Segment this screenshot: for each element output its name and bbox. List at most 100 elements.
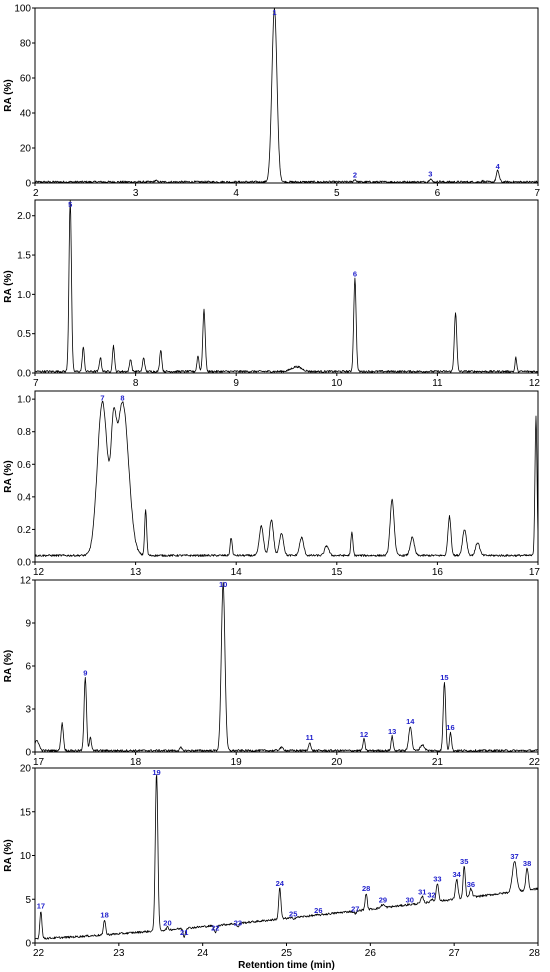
x-tick-label: 16	[432, 567, 444, 578]
x-tick-label: 17	[529, 567, 541, 578]
peak-label-22: 22	[211, 924, 219, 933]
x-tick-label: 26	[365, 948, 377, 959]
chart-panel-1: 2 3 4 5 6 7 0 20 40 60 80 100 RA (%) 1 2 3 4	[3, 4, 540, 200]
plot-frame-2	[34, 199, 539, 374]
x-tick-label: 5	[334, 188, 340, 199]
x-tick-label: 19	[231, 757, 243, 768]
y-tick-label: 0	[25, 939, 31, 950]
y-tick-label: 0.0	[17, 558, 31, 569]
y-tick-label: 1.5	[17, 251, 31, 262]
x-tick-label: 27	[449, 948, 461, 959]
peak-label-37: 37	[510, 852, 518, 861]
y-tick-label: 3	[25, 705, 31, 716]
y-tick-label: 15	[20, 807, 32, 818]
y-tick-label: 0.0	[17, 369, 31, 380]
peak-label-20: 20	[163, 918, 171, 927]
x-tick-label: 12	[529, 378, 541, 389]
peak-label-6: 6	[353, 270, 357, 279]
chart-panel-2: 7 8 9 10 11 12 0.0 0.5 1.0 1.5 2.0 RA (%) 5 6	[3, 199, 541, 389]
x-tick-label: 25	[281, 948, 293, 959]
peak-label-7: 7	[100, 393, 104, 402]
y-tick-label: 0.5	[17, 329, 31, 340]
x-tick-label: 3	[133, 188, 139, 199]
x-axis-title: Retention time (min)	[238, 960, 335, 971]
y-tick-label: 20	[20, 764, 32, 775]
x-tick-label: 20	[331, 757, 343, 768]
x-tick-label: 18	[130, 757, 142, 768]
peak-label-5: 5	[68, 200, 72, 209]
peak-label-14: 14	[406, 717, 415, 726]
x-tick-label: 10	[331, 378, 343, 389]
peak-label-21: 21	[180, 928, 188, 937]
plot-frame-4	[34, 579, 539, 753]
peak-label-1: 1	[272, 8, 276, 17]
peak-label-30: 30	[406, 896, 414, 905]
peak-label-17: 17	[37, 902, 45, 911]
x-tick-label: 8	[133, 378, 139, 389]
peak-label-10: 10	[219, 580, 227, 589]
peak-label-16: 16	[446, 723, 454, 732]
y-tick-label: 2.0	[17, 211, 31, 222]
y-axis-title: RA (%)	[3, 79, 14, 111]
chart-panel-3: 12 13 14 15 16 17 0.0 0.2 0.4 0.6 0.8 1.0 RA (%) 7 8	[3, 390, 541, 578]
x-tick-label: 21	[432, 757, 444, 768]
peak-label-38: 38	[523, 859, 531, 868]
peak-label-36: 36	[467, 880, 475, 889]
chromatogram-trace-2	[34, 200, 539, 373]
y-tick-label: 100	[14, 4, 31, 15]
peak-label-25: 25	[289, 910, 297, 919]
y-tick-label: 0.6	[17, 460, 31, 471]
peak-label-18: 18	[100, 910, 108, 919]
y-tick-label: 20	[20, 144, 32, 155]
y-axis-title: RA (%)	[3, 460, 14, 492]
x-tick-label: 24	[197, 948, 209, 959]
chromatogram-trace-1	[34, 7, 539, 184]
y-tick-label: 80	[20, 39, 32, 50]
chart-panel-5: 22 23 24 25 26 27 28 0 5 10 15 20 RA (%) Retention ti…	[3, 764, 540, 972]
x-tick-label: 17	[33, 757, 45, 768]
peak-label-13: 13	[388, 727, 396, 736]
y-tick-label: 0.8	[17, 427, 31, 438]
peak-label-29: 29	[379, 896, 387, 905]
peak-label-33: 33	[433, 875, 441, 884]
peak-label-12: 12	[360, 730, 368, 739]
peak-label-9: 9	[83, 668, 87, 677]
peak-label-31: 31	[418, 888, 426, 897]
peak-label-3: 3	[428, 170, 432, 179]
y-axis-title: RA (%)	[3, 650, 14, 682]
plot-frame-1	[34, 7, 539, 184]
chart-panel-4: 17 18 19 20 21 22 0 3 6 9 12 RA (%) 9 10 11 12 13 14 15 16	[3, 576, 540, 769]
peak-label-4: 4	[496, 162, 501, 171]
x-tick-label: 6	[435, 188, 441, 199]
peak-label-19: 19	[152, 768, 160, 777]
y-axis-title: RA (%)	[3, 839, 14, 871]
y-tick-label: 40	[20, 109, 32, 120]
peak-label-34: 34	[453, 870, 462, 879]
peak-label-28: 28	[362, 884, 370, 893]
peak-label-27: 27	[351, 904, 359, 913]
peak-label-23: 23	[234, 918, 242, 927]
y-tick-label: 0	[25, 179, 31, 190]
x-tick-label: 7	[534, 188, 540, 199]
chromatogram-trace-5	[34, 774, 539, 940]
x-tick-label: 9	[233, 378, 239, 389]
x-tick-label: 28	[529, 948, 541, 959]
y-tick-label: 5	[25, 895, 31, 906]
y-tick-label: 0.4	[17, 492, 31, 503]
x-tick-label: 7	[33, 378, 39, 389]
x-tick-label: 12	[33, 567, 45, 578]
peak-label-35: 35	[460, 857, 468, 866]
y-tick-label: 0.2	[17, 525, 31, 536]
peak-label-8: 8	[120, 393, 124, 402]
peak-label-2: 2	[353, 171, 357, 180]
peak-label-15: 15	[440, 673, 448, 682]
y-tick-label: 10	[20, 851, 32, 862]
peak-label-11: 11	[306, 733, 314, 742]
chromatogram-trace-3	[34, 400, 539, 557]
y-tick-label: 1.0	[17, 290, 31, 301]
plot-frame-5	[34, 767, 539, 944]
y-tick-label: 12	[20, 576, 32, 587]
plot-frame-3	[34, 390, 539, 563]
